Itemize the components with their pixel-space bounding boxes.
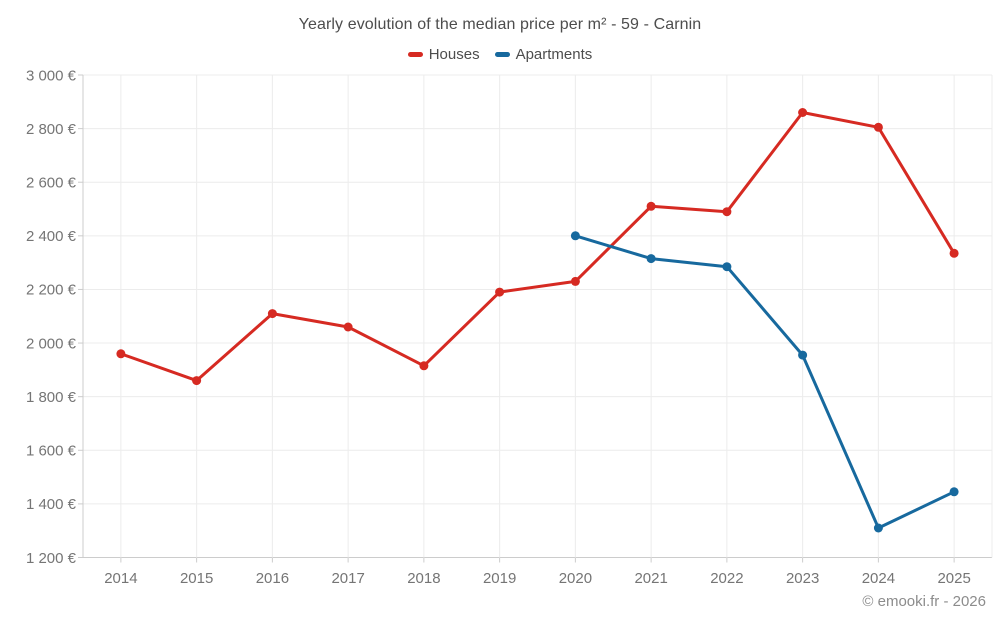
data-point-apartments-2021[interactable]: [646, 254, 656, 264]
data-point-houses-2019[interactable]: [495, 287, 505, 297]
x-axis-label: 2017: [331, 570, 364, 587]
y-axis-label: 2 600 €: [26, 174, 77, 191]
y-axis-label: 2 800 €: [26, 121, 77, 138]
legend-label-apartments: Apartments: [515, 46, 593, 63]
data-point-apartments-2020[interactable]: [570, 231, 580, 241]
x-axis-label: 2023: [786, 570, 819, 587]
y-axis-label: 1 800 €: [26, 389, 77, 406]
data-point-houses-2015[interactable]: [192, 376, 202, 386]
data-point-houses-2023[interactable]: [798, 108, 808, 117]
y-axis-label: 2 000 €: [26, 335, 77, 352]
legend-label-houses: Houses: [428, 46, 480, 63]
x-axis-label: 2015: [180, 570, 213, 587]
data-point-houses-2021[interactable]: [646, 201, 656, 211]
data-point-apartments-2023[interactable]: [798, 350, 808, 360]
y-axis-label: 1 400 €: [26, 496, 77, 513]
data-point-houses-2022[interactable]: [722, 207, 732, 217]
legend: Houses Apartments: [0, 46, 1000, 63]
x-axis-label: 2016: [256, 570, 289, 587]
data-point-apartments-2022[interactable]: [722, 262, 732, 272]
x-axis-label: 2024: [862, 570, 895, 587]
x-axis-label: 2025: [937, 570, 970, 587]
houses-swatch-icon: [407, 52, 423, 57]
data-point-houses-2024[interactable]: [873, 122, 883, 132]
y-axis-label: 2 400 €: [26, 228, 77, 245]
data-point-houses-2016[interactable]: [267, 309, 277, 319]
x-axis-label: 2019: [483, 570, 516, 587]
data-point-houses-2017[interactable]: [343, 322, 353, 332]
x-axis-label: 2014: [104, 570, 137, 587]
legend-item-houses[interactable]: Houses: [407, 46, 480, 63]
apartments-swatch-icon: [494, 52, 510, 57]
x-axis-label: 2021: [634, 570, 667, 587]
y-axis-label: 1 200 €: [26, 550, 77, 567]
data-point-houses-2020[interactable]: [570, 276, 580, 286]
copyright-text: © emooki.fr - 2026: [862, 593, 986, 610]
y-axis-label: 2 200 €: [26, 282, 77, 299]
page-title: Yearly evolution of the median price per…: [298, 16, 702, 33]
data-point-apartments-2024[interactable]: [873, 523, 883, 533]
legend-item-apartments[interactable]: Apartments: [494, 46, 593, 63]
houses-line: [119, 111, 956, 383]
x-axis-label: 2018: [407, 570, 440, 587]
apartments-line: [573, 234, 956, 530]
data-point-houses-2018[interactable]: [419, 361, 429, 371]
x-axis-label: 2022: [710, 570, 743, 587]
data-point-houses-2025[interactable]: [949, 248, 959, 258]
x-axis-label: 2020: [559, 570, 592, 587]
y-axis-label: 1 600 €: [26, 443, 77, 460]
data-point-apartments-2025[interactable]: [949, 487, 959, 497]
data-point-houses-2014[interactable]: [116, 349, 126, 359]
y-axis-label: 3 000 €: [26, 67, 77, 84]
